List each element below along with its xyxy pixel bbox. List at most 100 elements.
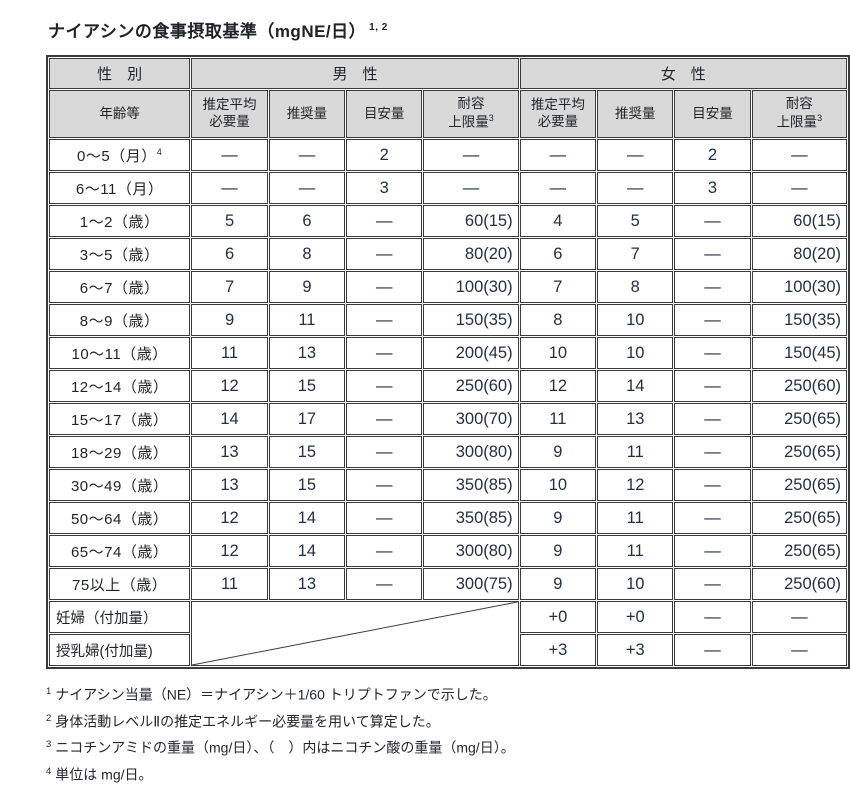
header-female-rda: 推奨量 bbox=[597, 90, 674, 138]
table-row: 1～2（歳） 5 6—60(15) 4 5—60(15) bbox=[49, 205, 847, 237]
table-cell: 12 bbox=[519, 370, 597, 402]
header-male-rda: 推奨量 bbox=[268, 90, 346, 138]
table-cell: 350(85) bbox=[423, 502, 519, 534]
table-cell: +3 bbox=[597, 634, 674, 666]
table-cell: 11 bbox=[597, 535, 674, 567]
table-header-columns-row: 年齢等 推定平均 必要量 推奨量 目安量 耐容 上限量3 推定平均 必要量 推奨量 目… bbox=[49, 90, 847, 138]
table-cell: 15 bbox=[268, 436, 346, 468]
table-cell: — bbox=[751, 634, 847, 666]
table-row: 12～14（歳） 12 15—250(60) 12 14—250(60) bbox=[49, 370, 847, 402]
table-cell: 13 bbox=[191, 469, 268, 501]
table-cell: — bbox=[346, 436, 423, 468]
table-cell: +0 bbox=[519, 601, 597, 633]
table-cell: 300(80) bbox=[423, 535, 519, 567]
table-cell: 8 bbox=[597, 271, 674, 303]
row-label-age: 10～11（歳） bbox=[49, 337, 191, 369]
table-cell: 250(65) bbox=[751, 535, 847, 567]
table-row: 75以上（歳） 11 13—300(75) 9 10—250(60) bbox=[49, 568, 847, 600]
table-cell: 250(60) bbox=[751, 370, 847, 402]
footnote-1: 1 ナイアシン当量（NE）＝ナイアシン＋1/60 トリプトファンで示した。 bbox=[46, 686, 497, 703]
row-label-age: 0～5（月）4 bbox=[49, 139, 191, 171]
table-cell: 7 bbox=[519, 271, 597, 303]
table-cell: — bbox=[674, 436, 751, 468]
table-cell: — bbox=[674, 238, 751, 270]
table-cell: 11 bbox=[519, 403, 597, 435]
table-cell: 15 bbox=[268, 370, 346, 402]
row-label-age: 8～9（歳） bbox=[49, 304, 191, 336]
table-body: 0～5（月）4— —2— — —2—6～11（月） — —3— — —3—1～2（歳） 5 6—6… bbox=[49, 139, 847, 600]
table-cell: 2 bbox=[346, 139, 423, 171]
header-female-ear: 推定平均 必要量 bbox=[519, 90, 597, 138]
table-cell: 250(60) bbox=[423, 370, 519, 402]
row-label-age: 18～29（歳） bbox=[49, 436, 191, 468]
table-cell: — bbox=[674, 601, 751, 633]
table-cell: — bbox=[346, 502, 423, 534]
row-label-age: 15～17（歳） bbox=[49, 403, 191, 435]
table-cell: — bbox=[346, 304, 423, 336]
table-cell: — bbox=[346, 205, 423, 237]
table-cell: — bbox=[346, 403, 423, 435]
table-header-gender-row: 性 別 男 性 女 性 bbox=[49, 58, 847, 89]
table-cell: 14 bbox=[268, 535, 346, 567]
diagonal-strikethrough-cell bbox=[191, 601, 519, 666]
table-cell: 11 bbox=[191, 568, 268, 600]
table-cell: 11 bbox=[191, 337, 268, 369]
table-cell: — bbox=[674, 370, 751, 402]
table-cell: 250(65) bbox=[751, 436, 847, 468]
table-cell: 10 bbox=[597, 337, 674, 369]
table-cell: 3 bbox=[346, 172, 423, 204]
row-label-age: 30～49（歳） bbox=[49, 469, 191, 501]
header-female-ai: 目安量 bbox=[674, 90, 751, 138]
table-cell: 9 bbox=[519, 502, 597, 534]
header-female: 女 性 bbox=[519, 58, 847, 89]
row-label-age: 65～74（歳） bbox=[49, 535, 191, 567]
header-male-ai: 目安量 bbox=[346, 90, 423, 138]
table-cell: 5 bbox=[597, 205, 674, 237]
table-cell: 60(15) bbox=[751, 205, 847, 237]
table-cell: 12 bbox=[191, 502, 268, 534]
table-cell: 11 bbox=[268, 304, 346, 336]
table-cell: 10 bbox=[519, 469, 597, 501]
table-cell: 11 bbox=[597, 502, 674, 534]
header-female-ul: 耐容 上限量3 bbox=[751, 90, 847, 138]
table-cell: — bbox=[346, 568, 423, 600]
row-label-age: 1～2（歳） bbox=[49, 205, 191, 237]
table-cell: 7 bbox=[191, 271, 268, 303]
table-cell: — bbox=[191, 172, 268, 204]
table-cell: 250(60) bbox=[751, 568, 847, 600]
diagonal-line bbox=[192, 602, 517, 665]
row-label-age: 3～5（歳） bbox=[49, 238, 191, 270]
table-cell: +0 bbox=[597, 601, 674, 633]
table-row: 3～5（歳） 6 8—80(20) 6 7—80(20) bbox=[49, 238, 847, 270]
row-label-pregnant: 妊婦（付加量） bbox=[49, 601, 191, 633]
table-cell: — bbox=[191, 139, 268, 171]
table-cell: 5 bbox=[191, 205, 268, 237]
table-cell: — bbox=[423, 139, 519, 171]
table-row: 65～74（歳） 12 14—300(80) 9 11—250(65) bbox=[49, 535, 847, 567]
page-title: ナイアシンの食事摂取基準（mgNE/日） 1, 2 bbox=[0, 0, 850, 42]
header-age: 年齢等 bbox=[49, 90, 191, 138]
table-cell: 11 bbox=[597, 436, 674, 468]
header-male: 男 性 bbox=[191, 58, 519, 89]
table-cell: — bbox=[674, 535, 751, 567]
table-cell: — bbox=[674, 469, 751, 501]
table-cell: 9 bbox=[519, 535, 597, 567]
table-cell: — bbox=[674, 337, 751, 369]
table-cell: — bbox=[674, 634, 751, 666]
table-cell: +3 bbox=[519, 634, 597, 666]
footnote-3: 3 ニコチンアミドの重量（mg/日）、（ ）内はニコチン酸の重量（mg/日）。 bbox=[46, 739, 515, 756]
header-gender: 性 別 bbox=[49, 58, 191, 89]
table-cell: 200(45) bbox=[423, 337, 519, 369]
table-cell: 10 bbox=[597, 304, 674, 336]
table-cell: 6 bbox=[268, 205, 346, 237]
table-cell: — bbox=[346, 469, 423, 501]
table-cell: — bbox=[346, 370, 423, 402]
table-cell: — bbox=[597, 139, 674, 171]
table-cell: — bbox=[674, 304, 751, 336]
table-cell: 100(30) bbox=[751, 271, 847, 303]
table-cell: 14 bbox=[268, 502, 346, 534]
table-row: 18～29（歳） 13 15—300(80) 9 11—250(65) bbox=[49, 436, 847, 468]
table-cell: — bbox=[674, 568, 751, 600]
table-cell: 10 bbox=[519, 337, 597, 369]
